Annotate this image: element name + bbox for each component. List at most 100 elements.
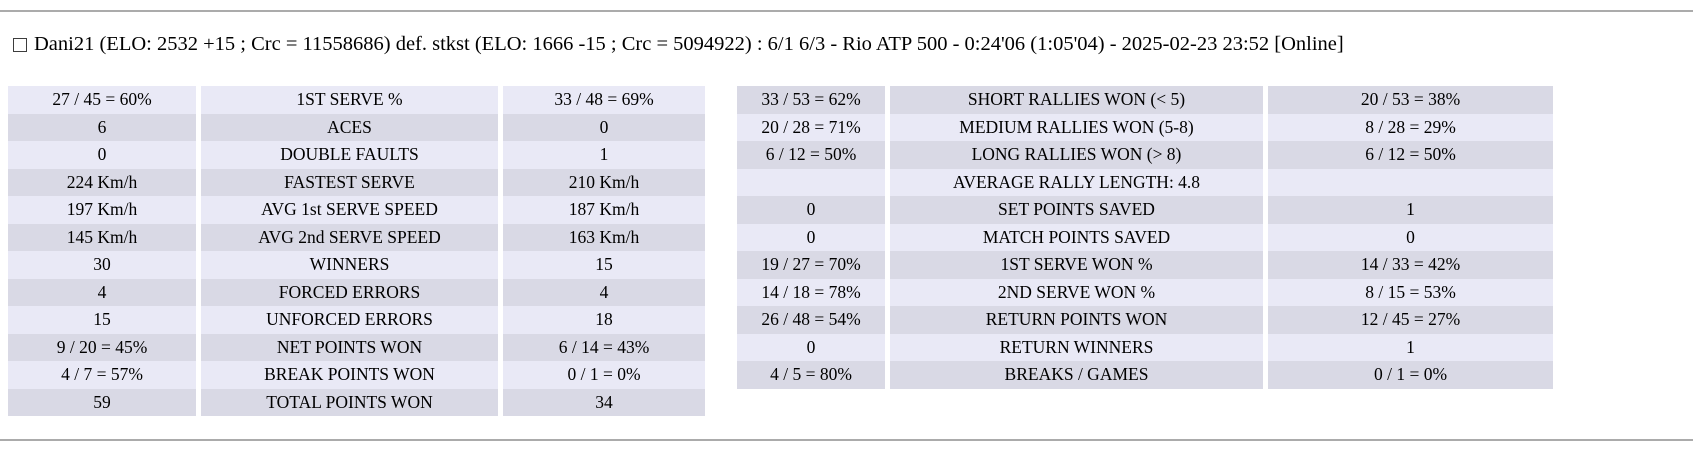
player2-stat-value: 163 Km/h	[503, 223, 705, 251]
stat-row: 9 / 20 = 45% NET POINTS WON 6 / 14 = 43%	[8, 333, 705, 361]
stat-row: 27 / 45 = 60% 1ST SERVE % 33 / 48 = 69%	[8, 86, 705, 114]
player2-stat-value: 210 Km/h	[503, 168, 705, 196]
stat-label: FASTEST SERVE	[201, 168, 498, 196]
player2-stat-value: 1	[1268, 333, 1553, 361]
stat-label: BREAKS / GAMES	[890, 361, 1263, 389]
player2-stat-value: 1	[1268, 196, 1553, 224]
stat-label: RETURN POINTS WON	[890, 306, 1263, 334]
player1-stat-value: 0	[737, 333, 885, 361]
match-header-row: Dani21 (ELO: 2532 +15 ; Crc = 11558686) …	[13, 33, 1344, 56]
stat-row: 6 / 12 = 50% LONG RALLIES WON (> 8) 6 / 12…	[737, 141, 1553, 169]
player2-stat-value: 8 / 15 = 53%	[1268, 278, 1553, 306]
player1-stat-value: 19 / 27 = 70%	[737, 251, 885, 279]
stat-row: 15 UNFORCED ERRORS 18	[8, 306, 705, 334]
player1-stat-value: 27 / 45 = 60%	[8, 86, 196, 114]
stat-row: 20 / 28 = 71% MEDIUM RALLIES WON (5-8) 8 /…	[737, 113, 1553, 141]
player1-stat-value: 14 / 18 = 78%	[737, 278, 885, 306]
stat-label: DOUBLE FAULTS	[201, 141, 498, 169]
stat-label: FORCED ERRORS	[201, 278, 498, 306]
player1-stat-value: 0	[8, 141, 196, 169]
stat-label: 2ND SERVE WON %	[890, 278, 1263, 306]
player2-stat-value: 18	[503, 306, 705, 334]
stats-table-left-body: 27 / 45 = 60% 1ST SERVE % 33 / 48 = 69% 6 AC…	[8, 86, 705, 416]
stat-label: LONG RALLIES WON (> 8)	[890, 141, 1263, 169]
match-select-checkbox[interactable]	[13, 37, 27, 52]
stat-row: 145 Km/h AVG 2nd SERVE SPEED 163 Km/h	[8, 223, 705, 251]
stat-row: 4 / 5 = 80% BREAKS / GAMES 0 / 1 = 0%	[737, 361, 1553, 389]
player1-stat-value: 4 / 5 = 80%	[737, 361, 885, 389]
player2-stat-value: 14 / 33 = 42%	[1268, 251, 1553, 279]
stat-label: AVERAGE RALLY LENGTH: 4.8	[890, 168, 1263, 196]
stat-label: ACES	[201, 113, 498, 141]
player2-stat-value: 34	[503, 388, 705, 416]
player2-stat-value: 6 / 14 = 43%	[503, 333, 705, 361]
stats-table-right: 33 / 53 = 62% SHORT RALLIES WON (< 5) 20 /…	[732, 86, 1558, 389]
stat-row: 0 SET POINTS SAVED 1	[737, 196, 1553, 224]
stat-label: 1ST SERVE %	[201, 86, 498, 114]
stat-label: SHORT RALLIES WON (< 5)	[890, 86, 1263, 114]
player2-stat-value: 0	[1268, 223, 1553, 251]
player2-stat-value: 1	[503, 141, 705, 169]
stat-row: 0 RETURN WINNERS 1	[737, 333, 1553, 361]
stat-label: AVG 2nd SERVE SPEED	[201, 223, 498, 251]
stat-label: MATCH POINTS SAVED	[890, 223, 1263, 251]
player1-stat-value: 4 / 7 = 57%	[8, 361, 196, 389]
player1-stat-value: 26 / 48 = 54%	[737, 306, 885, 334]
player2-stat-value: 15	[503, 251, 705, 279]
stats-table-left: 27 / 45 = 60% 1ST SERVE % 33 / 48 = 69% 6 AC…	[3, 86, 710, 416]
stat-row: 59 TOTAL POINTS WON 34	[8, 388, 705, 416]
player1-stat-value: 59	[8, 388, 196, 416]
stat-row: 4 / 7 = 57% BREAK POINTS WON 0 / 1 = 0%	[8, 361, 705, 389]
stat-row: 33 / 53 = 62% SHORT RALLIES WON (< 5) 20 /…	[737, 86, 1553, 114]
stat-row: 224 Km/h FASTEST SERVE 210 Km/h	[8, 168, 705, 196]
stat-row: 26 / 48 = 54% RETURN POINTS WON 12 / 45 = …	[737, 306, 1553, 334]
stat-row: 19 / 27 = 70% 1ST SERVE WON % 14 / 33 = 42…	[737, 251, 1553, 279]
player2-stat-value	[1268, 168, 1553, 196]
stat-row: 4 FORCED ERRORS 4	[8, 278, 705, 306]
stat-row: 197 Km/h AVG 1st SERVE SPEED 187 Km/h	[8, 196, 705, 224]
stat-label: NET POINTS WON	[201, 333, 498, 361]
match-summary-text: Dani21 (ELO: 2532 +15 ; Crc = 11558686) …	[34, 33, 1344, 55]
stat-row: 30 WINNERS 15	[8, 251, 705, 279]
player2-stat-value: 12 / 45 = 27%	[1268, 306, 1553, 334]
stat-label: TOTAL POINTS WON	[201, 388, 498, 416]
player2-stat-value: 0 / 1 = 0%	[1268, 361, 1553, 389]
player2-stat-value: 8 / 28 = 29%	[1268, 113, 1553, 141]
player2-stat-value: 33 / 48 = 69%	[503, 86, 705, 114]
stat-label: WINNERS	[201, 251, 498, 279]
stat-label: SET POINTS SAVED	[890, 196, 1263, 224]
player1-stat-value: 30	[8, 251, 196, 279]
player1-stat-value: 145 Km/h	[8, 223, 196, 251]
player1-stat-value: 0	[737, 196, 885, 224]
stat-row: 0 MATCH POINTS SAVED 0	[737, 223, 1553, 251]
stat-row: AVERAGE RALLY LENGTH: 4.8	[737, 168, 1553, 196]
stats-table-right-body: 33 / 53 = 62% SHORT RALLIES WON (< 5) 20 /…	[737, 86, 1553, 389]
player2-stat-value: 6 / 12 = 50%	[1268, 141, 1553, 169]
player1-stat-value: 224 Km/h	[8, 168, 196, 196]
player2-stat-value: 20 / 53 = 38%	[1268, 86, 1553, 114]
bottom-divider	[0, 439, 1693, 441]
player1-stat-value: 20 / 28 = 71%	[737, 113, 885, 141]
stat-row: 0 DOUBLE FAULTS 1	[8, 141, 705, 169]
player1-stat-value: 6 / 12 = 50%	[737, 141, 885, 169]
top-divider	[0, 10, 1693, 12]
player1-stat-value: 0	[737, 223, 885, 251]
player2-stat-value: 0 / 1 = 0%	[503, 361, 705, 389]
player1-stat-value	[737, 168, 885, 196]
stat-row: 6 ACES 0	[8, 113, 705, 141]
player1-stat-value: 4	[8, 278, 196, 306]
player1-stat-value: 33 / 53 = 62%	[737, 86, 885, 114]
stat-label: BREAK POINTS WON	[201, 361, 498, 389]
player2-stat-value: 4	[503, 278, 705, 306]
stat-label: RETURN WINNERS	[890, 333, 1263, 361]
stat-label: AVG 1st SERVE SPEED	[201, 196, 498, 224]
player1-stat-value: 15	[8, 306, 196, 334]
player1-stat-value: 6	[8, 113, 196, 141]
player1-stat-value: 197 Km/h	[8, 196, 196, 224]
player2-stat-value: 0	[503, 113, 705, 141]
player1-stat-value: 9 / 20 = 45%	[8, 333, 196, 361]
stat-label: MEDIUM RALLIES WON (5-8)	[890, 113, 1263, 141]
stat-label: UNFORCED ERRORS	[201, 306, 498, 334]
stat-row: 14 / 18 = 78% 2ND SERVE WON % 8 / 15 = 53%	[737, 278, 1553, 306]
